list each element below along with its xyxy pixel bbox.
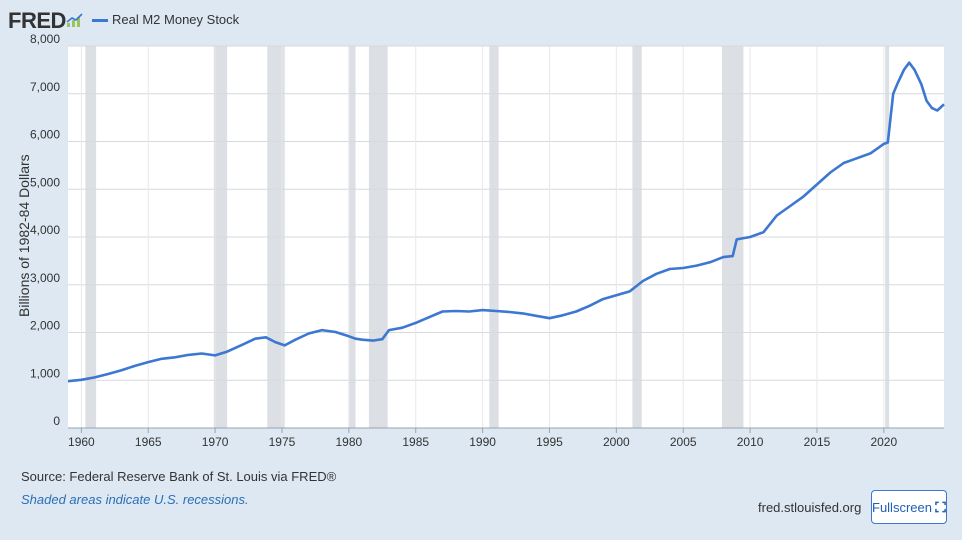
x-axis-ticks: 1960 1965 1970 1975 1980 1985 1990 1995 2000 2005… bbox=[68, 428, 897, 449]
fred-chart-icon bbox=[66, 13, 83, 27]
x-tick-label: 1975 bbox=[269, 435, 296, 449]
x-tick-label: 1990 bbox=[469, 435, 496, 449]
x-tick-label: 2020 bbox=[870, 435, 897, 449]
gridlines bbox=[68, 45, 944, 429]
x-tick-label: 1970 bbox=[202, 435, 229, 449]
x-tick-label: 2000 bbox=[603, 435, 630, 449]
y-axis-ticks: 0 1,000 2,000 3,000 4,000 5,000 6,000 7,000 8,00… bbox=[30, 32, 60, 428]
expand-icon bbox=[935, 501, 946, 513]
y-tick-label: 4,000 bbox=[30, 223, 60, 237]
x-tick-label: 2015 bbox=[804, 435, 831, 449]
x-tick-label: 1985 bbox=[402, 435, 429, 449]
fullscreen-button[interactable]: Fullscreen bbox=[871, 490, 947, 524]
y-tick-label: 0 bbox=[53, 414, 60, 428]
y-tick-label: 5,000 bbox=[30, 175, 60, 189]
recession-note: Shaded areas indicate U.S. recessions. bbox=[21, 492, 249, 507]
fullscreen-label: Fullscreen bbox=[872, 499, 932, 515]
series-lines bbox=[67, 61, 945, 383]
legend-label: Real M2 Money Stock bbox=[112, 12, 240, 27]
site-url[interactable]: fred.stlouisfed.org bbox=[758, 500, 862, 515]
y-tick-label: 7,000 bbox=[30, 80, 60, 94]
y-tick-label: 8,000 bbox=[30, 32, 60, 46]
y-tick-label: 2,000 bbox=[30, 319, 60, 333]
y-tick-label: 3,000 bbox=[30, 271, 60, 285]
x-tick-label: 2010 bbox=[737, 435, 764, 449]
y-tick-label: 6,000 bbox=[30, 128, 60, 142]
x-tick-label: 2005 bbox=[670, 435, 697, 449]
x-tick-label: 1965 bbox=[135, 435, 162, 449]
y-axis-label: Billions of 1982-84 Dollars bbox=[16, 154, 32, 317]
chart-header: FRED Real M2 Money Stock bbox=[0, 0, 962, 38]
series-line bbox=[67, 61, 945, 383]
legend-swatch bbox=[92, 19, 108, 22]
x-tick-label: 1980 bbox=[336, 435, 363, 449]
x-tick-label: 1995 bbox=[536, 435, 563, 449]
x-tick-label: 1960 bbox=[68, 435, 95, 449]
y-tick-label: 1,000 bbox=[30, 366, 60, 380]
fred-logo[interactable]: FRED bbox=[8, 8, 66, 33]
source-note: Source: Federal Reserve Bank of St. Loui… bbox=[21, 469, 337, 484]
